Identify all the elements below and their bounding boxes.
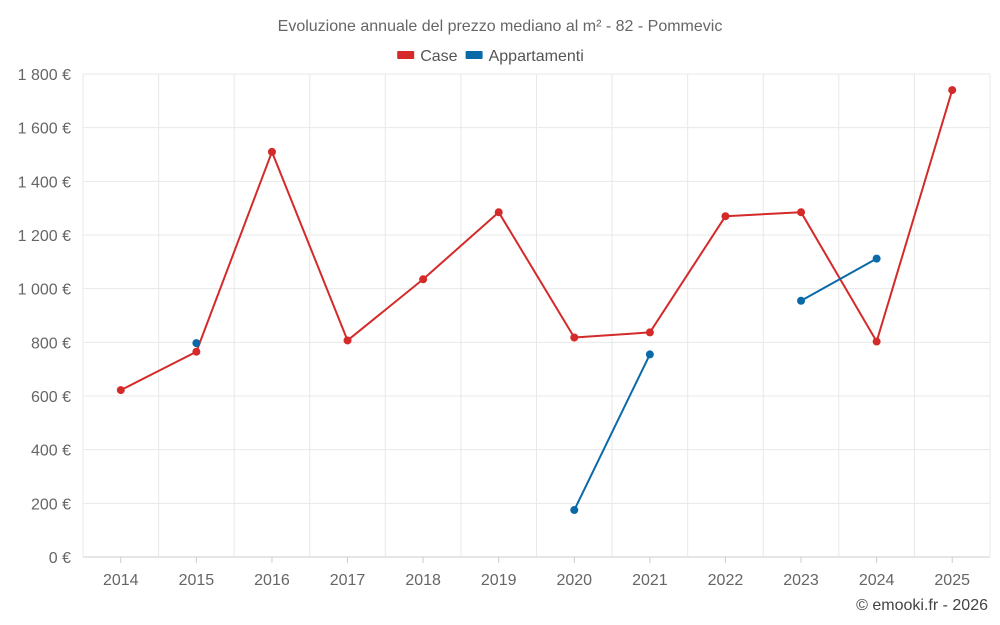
y-tick-label: 1 200 € [18,228,71,245]
y-tick-label: 600 € [31,389,71,406]
y-tick-label: 800 € [31,335,71,352]
data-point-appartamenti-2023 [797,296,806,305]
data-point-case-2016 [267,147,276,156]
legend-label-appartamenti: Appartamenti [489,48,584,65]
x-tick-label: 2020 [556,572,592,589]
legend-swatch-case [397,51,415,59]
y-tick-label: 200 € [31,496,71,513]
data-point-case-2021 [645,328,654,337]
data-point-appartamenti-2020 [570,506,579,515]
data-point-case-2020 [570,333,579,342]
x-tick-label: 2022 [708,572,744,589]
x-tick-label: 2025 [934,572,970,589]
data-point-case-2025 [948,86,957,95]
data-point-appartamenti-2024 [872,254,881,263]
x-tick-label: 2016 [254,572,290,589]
x-axis: 2014 2015 2016 2017 2018 2019 2020 2021 2022 2023… [103,557,970,589]
grid [82,73,991,558]
series-line-appartamenti [800,257,878,302]
y-tick-label: 0 € [49,550,71,567]
y-tick-label: 1 400 € [18,174,71,191]
y-tick-label: 1 800 € [18,67,71,84]
data-point-case-2018 [419,275,428,284]
x-tick-label: 2015 [179,572,215,589]
series-line-case [120,89,954,391]
series-line-appartamenti [573,353,651,511]
chart-title: Evoluzione annuale del prezzo mediano al… [278,18,723,35]
x-tick-label: 2017 [330,572,366,589]
data-point-case-2015 [192,347,201,356]
data-point-case-2023 [797,208,806,217]
y-axis: 0 € 200 € 400 € 600 € 800 € 1 000 € 1 200 € 1 4… [18,67,71,567]
y-tick-label: 1 000 € [18,282,71,299]
data-point-case-2022 [721,212,730,221]
data-point-case-2019 [494,208,503,217]
data-point-case-2017 [343,336,352,345]
series-case [116,86,957,395]
series [116,86,957,515]
legend-label-case: Case [420,48,457,65]
series-appartamenti [192,254,881,515]
x-tick-label: 2024 [859,572,895,589]
y-tick-label: 1 600 € [18,121,71,138]
x-tick-label: 2021 [632,572,668,589]
data-point-case-2014 [116,386,125,395]
legend-swatch-appartamenti [465,51,483,59]
data-point-appartamenti-2015 [192,339,201,348]
x-tick-label: 2014 [103,572,139,589]
y-tick-label: 400 € [31,443,71,460]
legend: Case Appartamenti [397,48,584,65]
data-point-case-2024 [872,337,881,346]
credit-text: © emooki.fr - 2026 [856,597,988,614]
x-tick-label: 2023 [783,572,819,589]
data-point-appartamenti-2021 [645,350,654,359]
x-tick-label: 2019 [481,572,517,589]
x-tick-label: 2018 [405,572,441,589]
